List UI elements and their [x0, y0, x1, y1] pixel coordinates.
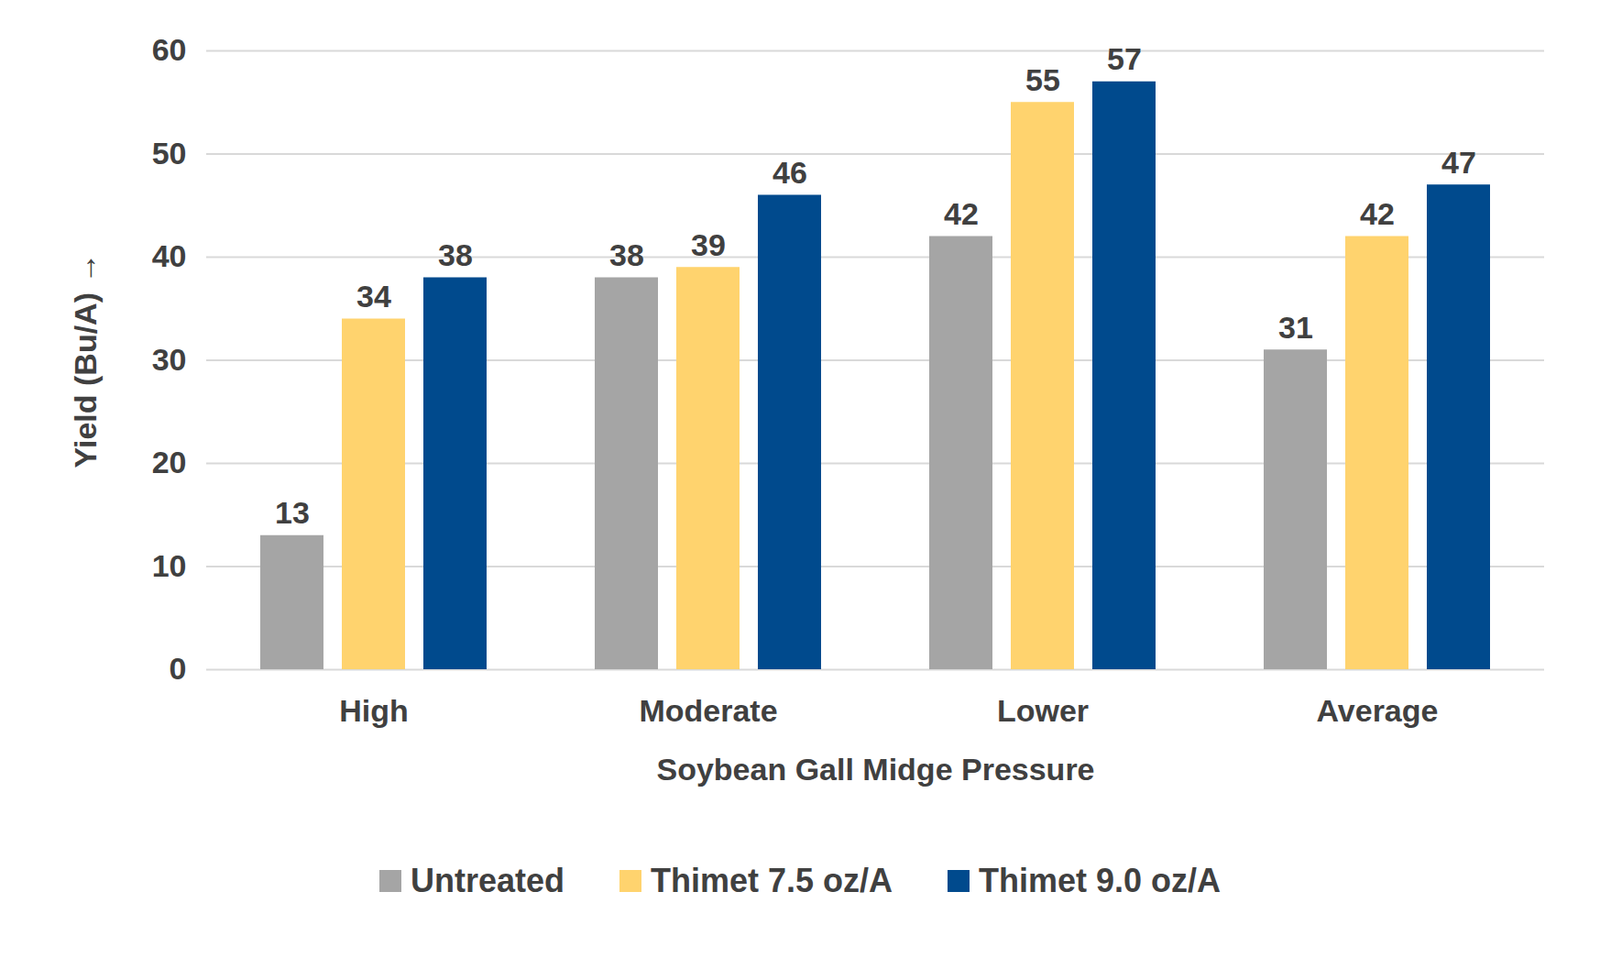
svg-text:High: High [339, 692, 409, 728]
svg-text:20: 20 [152, 444, 187, 480]
svg-text:46: 46 [772, 154, 808, 190]
svg-text:50: 50 [152, 135, 187, 171]
svg-text:13: 13 [274, 494, 310, 530]
svg-text:42: 42 [943, 196, 979, 231]
svg-text:0: 0 [169, 650, 187, 686]
svg-text:47: 47 [1441, 144, 1477, 180]
svg-text:40: 40 [152, 238, 187, 274]
svg-text:Moderate: Moderate [638, 692, 778, 728]
svg-text:Lower: Lower [997, 692, 1089, 728]
svg-text:55: 55 [1025, 62, 1061, 98]
svg-text:Soybean Gall Midge Pressure: Soybean Gall Midge Pressure [656, 751, 1095, 787]
svg-text:42: 42 [1359, 196, 1395, 231]
svg-text:30: 30 [152, 341, 187, 377]
html-text:Untreated: Untreated [410, 861, 565, 899]
svg-text:31: 31 [1278, 309, 1314, 345]
svg-text:60: 60 [152, 32, 187, 67]
svg-text:34: 34 [356, 278, 392, 314]
svg-text:Yield (Bu/A) →: Yield (Bu/A) → [67, 252, 103, 469]
svg-text:57: 57 [1106, 41, 1142, 77]
svg-text:39: 39 [690, 227, 726, 263]
html-text:Thimet 9.0 oz/A: Thimet 9.0 oz/A [978, 861, 1221, 899]
html-text:Thimet 7.5 oz/A: Thimet 7.5 oz/A [650, 861, 893, 899]
svg-text:38: 38 [609, 237, 645, 273]
svg-text:10: 10 [152, 547, 187, 583]
svg-text:Average: Average [1316, 692, 1439, 728]
svg-text:38: 38 [438, 237, 473, 273]
